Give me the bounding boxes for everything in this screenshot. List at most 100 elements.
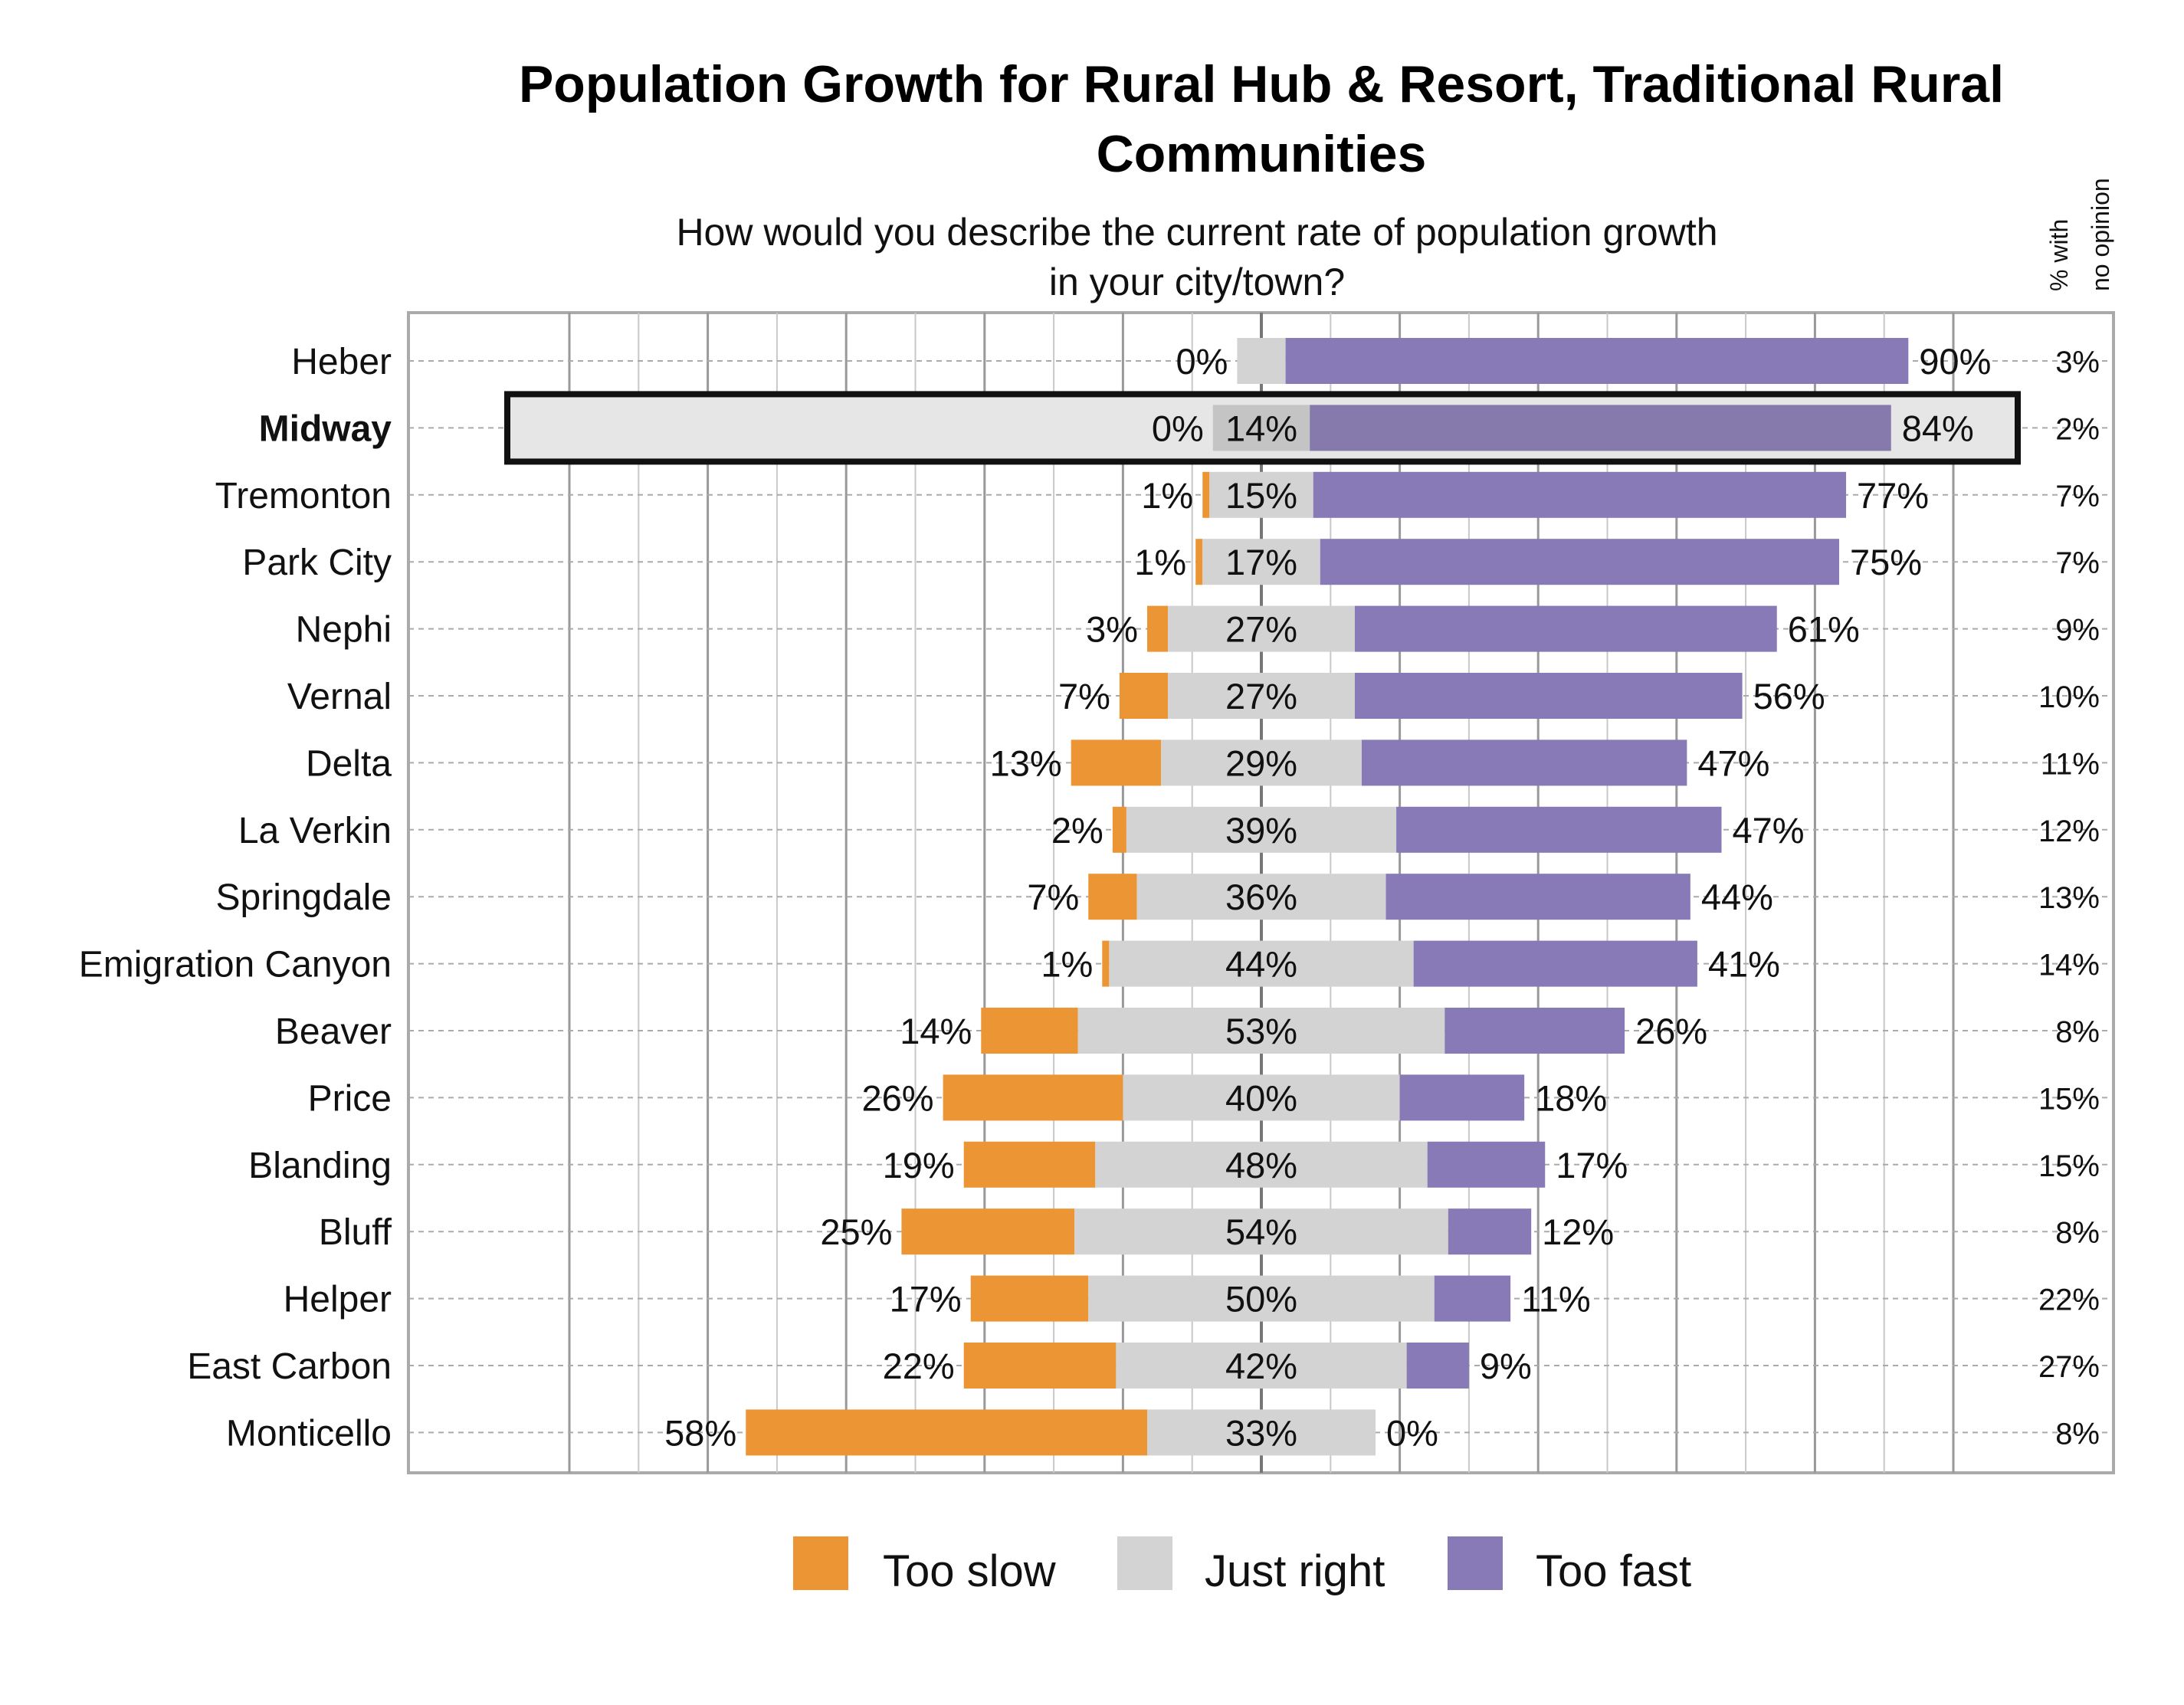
bar-too-fast bbox=[1406, 1343, 1469, 1389]
label-just-right: 15% bbox=[1225, 475, 1297, 516]
label-too-fast: 0% bbox=[1386, 1412, 1438, 1453]
label-just-right: 36% bbox=[1225, 877, 1297, 917]
bar-too-slow bbox=[901, 1208, 1075, 1255]
category-label: La Verkin bbox=[238, 811, 392, 851]
label-too-slow: 58% bbox=[664, 1412, 736, 1453]
category-label: Delta bbox=[306, 743, 392, 784]
category-label: Emigration Canyon bbox=[79, 945, 392, 985]
label-too-fast: 44% bbox=[1701, 877, 1773, 917]
label-too-slow: 13% bbox=[990, 743, 1062, 783]
label-just-right: 42% bbox=[1225, 1346, 1297, 1386]
bar-too-fast bbox=[1445, 1008, 1625, 1054]
bar-just-right bbox=[1209, 471, 1313, 518]
bar-just-right bbox=[1095, 1141, 1428, 1188]
label-no-opinion: 15% bbox=[2038, 1149, 2100, 1183]
no-opinion-header-line-2: no opinion bbox=[2087, 178, 2114, 291]
legend-swatch-just-right bbox=[1117, 1536, 1172, 1590]
bar-just-right bbox=[1109, 940, 1414, 987]
bar-too-fast bbox=[1413, 940, 1697, 987]
label-too-slow: 17% bbox=[890, 1279, 962, 1320]
bar-too-fast bbox=[1361, 739, 1687, 786]
label-no-opinion: 9% bbox=[2055, 614, 2100, 648]
legend-label-too-slow: Too slow bbox=[883, 1546, 1057, 1596]
category-label: Nephi bbox=[296, 610, 392, 651]
label-just-right: 27% bbox=[1225, 676, 1297, 716]
label-no-opinion: 8% bbox=[2055, 1015, 2100, 1049]
label-just-right: 39% bbox=[1225, 810, 1297, 851]
label-too-fast: 75% bbox=[1850, 542, 1922, 582]
label-no-opinion: 11% bbox=[2041, 747, 2100, 781]
bar-too-fast bbox=[1310, 405, 1891, 451]
category-label: Helper bbox=[284, 1280, 392, 1320]
label-just-right: 40% bbox=[1225, 1077, 1297, 1118]
label-too-fast: 84% bbox=[1902, 408, 1974, 448]
label-too-fast: 47% bbox=[1697, 743, 1769, 783]
legend-label-just-right: Just right bbox=[1205, 1546, 1385, 1596]
label-no-opinion: 2% bbox=[2055, 412, 2100, 446]
category-label: Springdale bbox=[216, 877, 392, 918]
bar-just-right bbox=[1088, 1275, 1435, 1322]
bar-just-right bbox=[1136, 874, 1386, 920]
label-just-right: 33% bbox=[1225, 1412, 1297, 1453]
bar-too-slow bbox=[1202, 471, 1210, 518]
bar-just-right bbox=[1212, 405, 1310, 451]
label-too-slow: 19% bbox=[883, 1145, 955, 1185]
label-too-fast: 9% bbox=[1480, 1346, 1532, 1386]
legend-swatch-too-fast bbox=[1448, 1536, 1503, 1590]
label-too-fast: 12% bbox=[1542, 1212, 1614, 1252]
label-no-opinion: 8% bbox=[2055, 1216, 2100, 1250]
bar-just-right bbox=[1237, 338, 1286, 384]
bar-just-right bbox=[1202, 539, 1320, 585]
bar-too-fast bbox=[1448, 1208, 1532, 1255]
label-too-slow: 26% bbox=[862, 1077, 934, 1118]
bar-too-fast bbox=[1396, 806, 1722, 853]
chart-subtitle-line-2: in your city/town? bbox=[1049, 261, 1345, 303]
label-too-fast: 90% bbox=[1919, 341, 1991, 382]
bar-too-slow bbox=[1119, 673, 1169, 719]
bar-too-fast bbox=[1354, 605, 1777, 652]
bar-too-fast bbox=[1320, 539, 1840, 585]
legend-label-too-fast: Too fast bbox=[1536, 1546, 1691, 1596]
category-label: Vernal bbox=[287, 677, 392, 717]
bar-just-right bbox=[1147, 1409, 1376, 1456]
label-too-slow: 0% bbox=[1152, 408, 1204, 448]
bar-too-slow bbox=[1147, 605, 1169, 652]
legend: Too slow Just right Too fast bbox=[793, 1536, 1691, 1596]
bar-just-right bbox=[1074, 1208, 1448, 1255]
label-no-opinion: 3% bbox=[2055, 346, 2100, 379]
bar-just-right bbox=[1168, 605, 1355, 652]
bar-just-right bbox=[1077, 1008, 1445, 1054]
label-too-slow: 0% bbox=[1176, 341, 1228, 382]
chart-subtitle-line-1: How would you describe the current rate … bbox=[676, 211, 1717, 254]
bar-too-fast bbox=[1434, 1275, 1511, 1322]
legend-swatch-too-slow bbox=[793, 1536, 848, 1590]
category-label: Blanding bbox=[248, 1146, 392, 1186]
label-too-slow: 1% bbox=[1041, 944, 1093, 985]
label-just-right: 50% bbox=[1225, 1279, 1297, 1320]
no-opinion-header-line-1: % with bbox=[2045, 219, 2073, 291]
label-just-right: 53% bbox=[1225, 1011, 1297, 1051]
label-too-fast: 26% bbox=[1635, 1011, 1707, 1051]
label-just-right: 27% bbox=[1225, 609, 1297, 650]
label-just-right: 44% bbox=[1225, 944, 1297, 985]
label-no-opinion: 8% bbox=[2055, 1417, 2100, 1451]
label-too-fast: 56% bbox=[1753, 676, 1825, 716]
bar-just-right bbox=[1126, 806, 1397, 853]
bar-too-slow bbox=[1088, 874, 1137, 920]
label-just-right: 29% bbox=[1225, 743, 1297, 783]
label-no-opinion: 10% bbox=[2038, 680, 2100, 714]
label-no-opinion: 13% bbox=[2038, 881, 2100, 915]
category-label: Heber bbox=[291, 342, 392, 382]
label-no-opinion: 27% bbox=[2038, 1350, 2100, 1384]
label-no-opinion: 12% bbox=[2038, 815, 2100, 848]
label-too-fast: 61% bbox=[1788, 609, 1860, 650]
bar-too-fast bbox=[1385, 874, 1690, 920]
bar-too-fast bbox=[1354, 673, 1743, 719]
label-too-fast: 18% bbox=[1535, 1077, 1607, 1118]
label-too-fast: 47% bbox=[1732, 810, 1804, 851]
label-too-fast: 17% bbox=[1556, 1145, 1628, 1185]
category-label: East Carbon bbox=[187, 1346, 392, 1387]
category-label: Beaver bbox=[275, 1012, 392, 1052]
label-too-slow: 2% bbox=[1051, 810, 1103, 851]
